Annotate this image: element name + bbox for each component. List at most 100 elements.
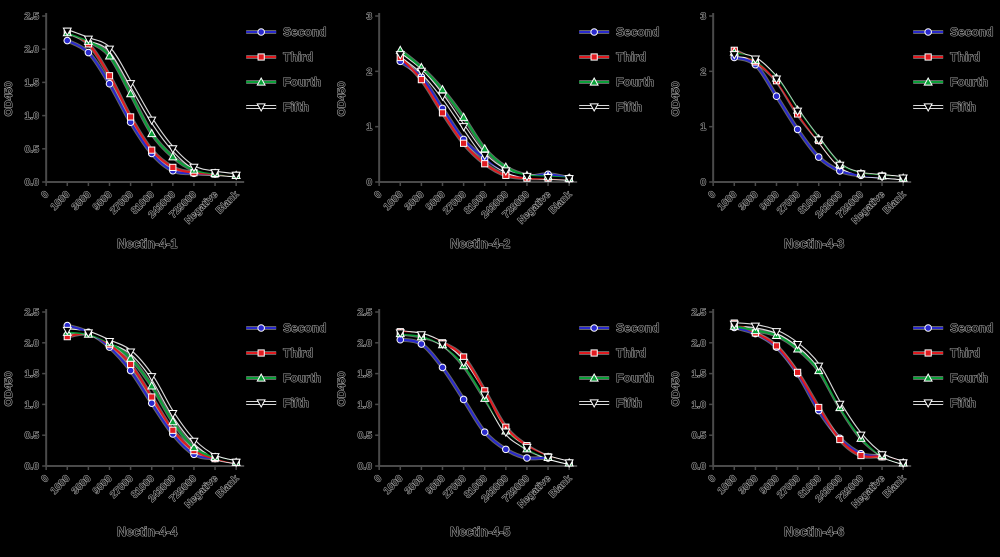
series-group (729, 46, 908, 184)
x-tick-label: 0 (40, 473, 52, 485)
data-point-fifth (62, 27, 73, 37)
y-tick-label: 1.5 (358, 368, 373, 380)
data-point-fifth (189, 437, 199, 447)
y-tick-label: 0.5 (691, 430, 706, 442)
x-tick-label: Blank (548, 189, 575, 216)
data-point-third (418, 76, 426, 84)
data-point-second (523, 454, 532, 462)
y-tick-label: 2.0 (691, 337, 706, 349)
x-tick-label: 3000 (403, 473, 427, 497)
data-point-third (148, 146, 156, 154)
data-point-fifth (416, 67, 427, 77)
y-tick-label: 0 (367, 177, 373, 189)
y-tick-label: 1.5 (25, 368, 40, 380)
data-point-fifth (83, 35, 94, 45)
y-tick-label: 2.0 (25, 337, 40, 349)
data-point-third (148, 393, 156, 401)
series-halo-fourth (733, 324, 904, 465)
data-point-fifth (83, 329, 94, 338)
y-tick-label: 2.0 (25, 44, 40, 56)
legend-marker-square (924, 349, 932, 357)
x-tick-label: 0 (40, 189, 52, 201)
chart-svg-nectin-4-3: 012301000300090002700081000243000729000N… (669, 10, 994, 251)
data-point-fifth (792, 107, 803, 117)
data-point-fifth (522, 443, 533, 453)
data-point-fifth (771, 75, 781, 85)
legend-label: Second (283, 25, 326, 39)
data-point-fifth (855, 431, 866, 441)
data-point-fourth (104, 50, 115, 60)
y-tick-label: 3 (367, 11, 373, 23)
y-tick-label: 0.0 (358, 461, 373, 473)
chart-title: Nectin-4-5 (450, 525, 510, 539)
legend-marker-circle (257, 324, 265, 332)
chart-svg-nectin-4-1: 0.00.51.01.52.02.50100030009000270008100… (3, 10, 327, 251)
legend-marker-square (924, 53, 932, 61)
y-tick-label: 0.0 (691, 461, 706, 473)
legend-label: Second (283, 321, 326, 335)
legend-marker-triangle-down (923, 399, 933, 409)
data-point-third (772, 342, 780, 350)
data-point-second (460, 395, 468, 404)
data-point-fifth (876, 451, 887, 460)
legend-item-third: Third (246, 346, 314, 360)
data-point-fifth (813, 136, 824, 145)
series-group (395, 328, 575, 468)
legend-item-fifth: Fifth (579, 100, 643, 114)
data-point-second (793, 125, 802, 134)
legend-label: Fifth (616, 396, 642, 410)
legend-marker-triangle-down (923, 103, 933, 113)
data-point-third (460, 139, 468, 147)
chart-svg-nectin-4-4: 0.00.51.01.52.02.50100030009000270008100… (3, 306, 327, 539)
y-axis-title: OD450 (670, 82, 682, 117)
data-point-fifth (189, 163, 199, 173)
legend-marker-triangle-up (256, 76, 266, 86)
series-group (729, 319, 908, 468)
data-point-fifth (125, 348, 136, 358)
x-tick-label: 1000 (716, 189, 740, 213)
legend-item-second: Second (579, 25, 660, 39)
legend-marker-square (257, 349, 265, 357)
legend-item-fourth: Fourth (246, 371, 322, 385)
y-axis-title: OD450 (3, 82, 15, 117)
data-point-fifth (834, 400, 845, 410)
data-point-third (481, 160, 489, 168)
series-line-fourth (733, 325, 904, 464)
data-point-third (127, 360, 135, 368)
legend: Second Third Fourth Fifth (912, 321, 994, 410)
data-point-fifth (438, 340, 448, 350)
data-point-fifth (543, 453, 554, 463)
data-point-second (772, 92, 780, 101)
data-point-fifth (146, 373, 157, 382)
data-point-fifth (395, 51, 406, 60)
series-group (395, 45, 575, 184)
chart-svg-nectin-4-2: 012301000300090002700081000243000729000N… (336, 10, 660, 251)
legend-item-third: Third (246, 50, 314, 64)
data-point-fifth (771, 328, 781, 337)
legend-item-second: Second (912, 25, 994, 39)
legend: Second Third Fourth Fifth (246, 25, 327, 114)
chart-title: Nectin-4-2 (450, 237, 510, 251)
series-group (62, 321, 241, 468)
x-tick-label: Blank (548, 473, 575, 500)
data-point-fifth (395, 329, 406, 338)
data-point-second (814, 153, 823, 161)
data-point-third (169, 426, 177, 434)
legend-item-fifth: Fifth (579, 396, 643, 410)
legend-label: Third (950, 50, 980, 64)
x-tick-label: Blank (881, 189, 908, 216)
legend-marker-triangle-up (589, 76, 600, 86)
data-point-fourth (146, 380, 157, 390)
y-tick-label: 3 (700, 11, 706, 23)
data-point-fourth (189, 442, 199, 452)
data-point-fourth (168, 416, 178, 426)
legend-marker-circle (924, 28, 932, 36)
chart-title: Nectin-4-6 (784, 525, 844, 539)
legend-marker-circle (924, 324, 932, 332)
legend-label: Third (616, 50, 646, 64)
legend-item-third: Third (912, 50, 980, 64)
data-point-fifth (543, 173, 554, 183)
legend-label: Second (616, 321, 659, 335)
x-tick-label: Blank (214, 189, 241, 216)
data-point-fifth (750, 55, 760, 65)
